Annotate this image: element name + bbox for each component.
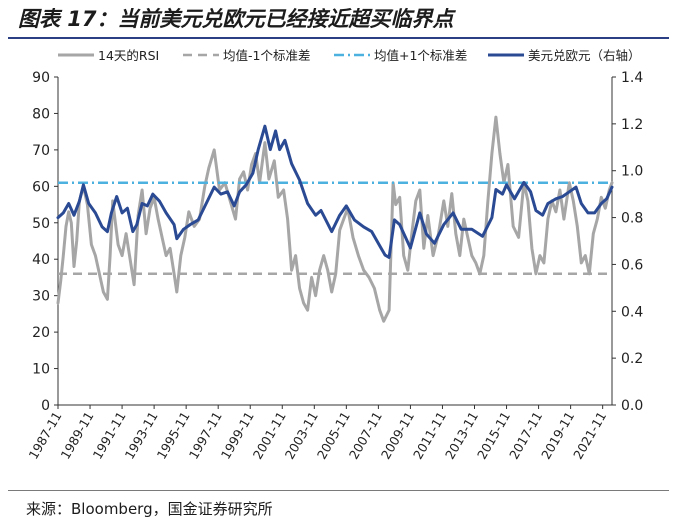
y-right-tick-label: 0.8 (621, 211, 643, 227)
y-right-tick-label: 0.2 (621, 351, 643, 367)
axes-layer: 0 10 20 30 40 50 60 70 80 90 0.0 0.2 0.4 0.6 0.8 1.0 1.2… (25, 70, 643, 462)
y-right-tick-label: 1.4 (621, 70, 643, 86)
legend-label-1: 均值-1个标准差 (223, 48, 310, 63)
y-right-tick-label: 1.0 (621, 164, 643, 180)
legend: 14天的RSI 均值-1个标准差 均值+1个标准差 美元兑欧元（右轴） (58, 48, 641, 63)
series-layer (56, 115, 614, 323)
y-left-tick-label: 90 (32, 70, 50, 86)
y-left-tick-label: 20 (32, 325, 50, 341)
y-right-tick-label: 0.6 (621, 257, 643, 273)
y-right-tick-label: 0.0 (621, 398, 643, 414)
y-left-tick-label: 60 (32, 179, 50, 195)
source-note: 来源：Bloomberg，国金证券研究所 (26, 500, 273, 518)
bottom-rule (8, 490, 669, 491)
y-right-tick-label: 0.4 (621, 304, 643, 320)
series-line-0 (56, 115, 614, 323)
y-left-tick-label: 0 (41, 398, 50, 414)
series-line-3 (56, 124, 614, 259)
y-left-tick-label: 40 (32, 252, 50, 268)
legend-label-2: 均值+1个标准差 (374, 48, 467, 63)
y-left-tick-label: 70 (32, 143, 50, 159)
y-left-tick-label: 50 (32, 216, 50, 232)
title-rule (8, 37, 669, 39)
y-left-tick-label: 10 (32, 362, 50, 378)
y-left-tick-label: 80 (32, 106, 50, 122)
y-left-tick-label: 30 (32, 289, 50, 305)
y-right-tick-label: 1.2 (621, 117, 643, 133)
legend-label-3: 美元兑欧元（右轴） (528, 48, 641, 63)
legend-label-0: 14天的RSI (98, 48, 159, 63)
chart-canvas: 0 10 20 30 40 50 60 70 80 90 0.0 0.2 0.4 0.6 0.8 1.0 1.2… (25, 48, 643, 462)
figure-title: 图表 17：当前美元兑欧元已经接近超买临界点 (18, 7, 454, 31)
